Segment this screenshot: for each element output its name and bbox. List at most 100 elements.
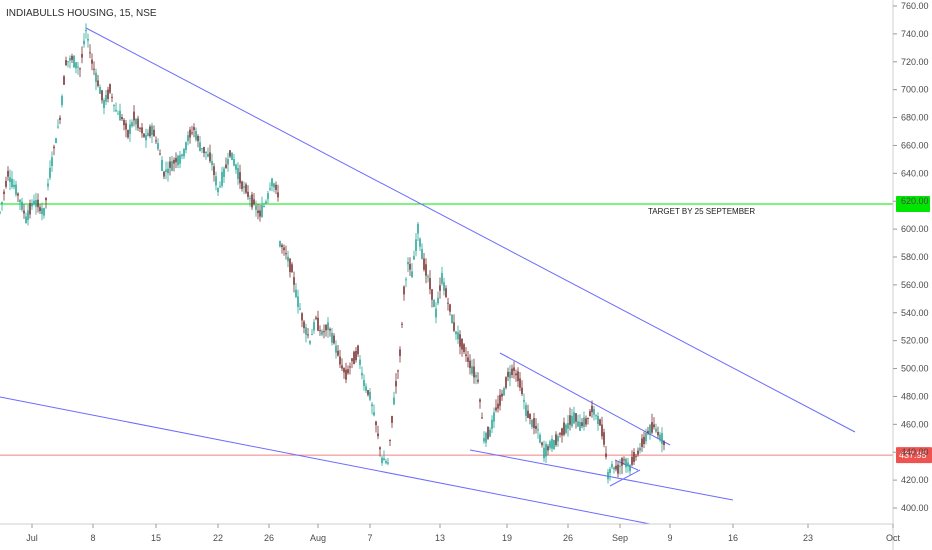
price-tick-label: 440.00 <box>901 447 929 457</box>
candle-body <box>417 223 419 234</box>
candle-body <box>165 169 167 172</box>
trendline[interactable] <box>499 352 671 446</box>
price-tick-label: 660.00 <box>901 140 929 150</box>
trendline[interactable] <box>609 469 641 487</box>
candle-body <box>621 458 623 466</box>
candle-body <box>149 126 151 137</box>
candle-body <box>419 238 421 247</box>
candle-body <box>467 357 469 362</box>
candle-body <box>451 314 453 324</box>
candle-body <box>473 366 475 378</box>
candle-body <box>623 459 625 461</box>
candle-body <box>421 249 423 260</box>
candle-body <box>645 433 647 442</box>
candle-body <box>209 152 211 162</box>
candle-body <box>107 89 109 99</box>
candle-body <box>125 123 127 130</box>
candle-body <box>129 124 131 134</box>
candle-body <box>115 109 117 112</box>
candle-body <box>153 129 155 137</box>
candle-body <box>369 391 371 400</box>
candle-body <box>159 153 161 155</box>
candle-body <box>41 208 43 215</box>
candle-body <box>169 161 171 168</box>
candle-body <box>551 438 553 449</box>
candle-body <box>649 424 651 435</box>
candle-body <box>89 52 91 54</box>
candle-body <box>393 397 395 405</box>
candle-body <box>611 464 613 468</box>
price-tick-label: 500.00 <box>901 364 929 374</box>
candle-body <box>597 415 599 425</box>
candle-body <box>547 446 549 451</box>
candle-body <box>281 244 283 248</box>
candle-body <box>439 285 441 291</box>
plot-area[interactable] <box>0 0 893 524</box>
candle-body <box>345 369 347 380</box>
candle-body <box>141 127 143 134</box>
candle-body <box>427 276 429 278</box>
candle-body <box>433 299 435 308</box>
time-tick-label: Aug <box>310 533 326 543</box>
candle-body <box>143 133 145 137</box>
candle-body <box>161 159 163 172</box>
candle-body <box>339 356 341 365</box>
candle-body <box>505 377 507 388</box>
time-tick-label: 8 <box>90 533 95 543</box>
plot-background[interactable] <box>0 0 893 524</box>
candle-body <box>429 278 431 290</box>
candle-body <box>539 434 541 443</box>
trendline[interactable] <box>469 449 734 501</box>
trendline[interactable] <box>85 27 856 433</box>
candle-body <box>657 432 659 436</box>
candle-body <box>379 447 381 450</box>
candle-body <box>613 467 615 470</box>
candle-body <box>237 168 239 179</box>
candle-body <box>507 371 509 377</box>
candle-body <box>93 68 95 70</box>
candle-body <box>635 456 637 458</box>
candle-body <box>101 90 103 101</box>
candle-body <box>349 366 351 368</box>
price-tick-label: 740.00 <box>901 29 929 39</box>
candle-body <box>157 143 159 150</box>
candle-body <box>167 168 169 174</box>
candle-body <box>307 334 309 336</box>
candle-body <box>355 351 357 361</box>
candle-body <box>315 317 317 319</box>
candle-body <box>469 360 471 369</box>
candle-body <box>573 412 575 424</box>
candle-body <box>391 416 393 423</box>
price-tick-label: 600.00 <box>901 224 929 234</box>
candle-body <box>405 279 407 281</box>
candle-body <box>499 394 501 406</box>
candle-body <box>445 288 447 298</box>
candle-body <box>341 365 343 369</box>
candle-body <box>447 302 449 304</box>
candle-body <box>651 422 653 433</box>
candle-body <box>117 113 119 115</box>
candle-body <box>235 164 237 170</box>
candle-body <box>515 373 517 376</box>
candle-body <box>571 415 573 427</box>
candle-body <box>363 380 365 387</box>
price-tick-label: 700.00 <box>901 85 929 95</box>
candle-body <box>535 425 537 429</box>
time-axis[interactable]: Jul 8 15 22 26 Aug 7 13 19 26 Sep 9 16 23 Oct <box>0 523 900 543</box>
price-axis[interactable]: 760.00 740.00 720.00 700.00 680.00 660.00 640.… <box>892 0 929 550</box>
candle-body <box>581 422 583 427</box>
candle-body <box>13 184 15 188</box>
candle-body <box>269 188 271 190</box>
candle-body <box>177 155 179 166</box>
candle-body <box>487 427 489 439</box>
candle-body <box>103 100 105 109</box>
candle-body <box>639 447 641 451</box>
candle-body <box>549 441 551 448</box>
candle-body <box>55 138 57 144</box>
candle-body <box>313 321 315 331</box>
price-tick-label: 620.00 <box>901 196 929 206</box>
candle-body <box>519 378 521 388</box>
trendline[interactable] <box>0 396 651 525</box>
candle-body <box>47 183 49 187</box>
